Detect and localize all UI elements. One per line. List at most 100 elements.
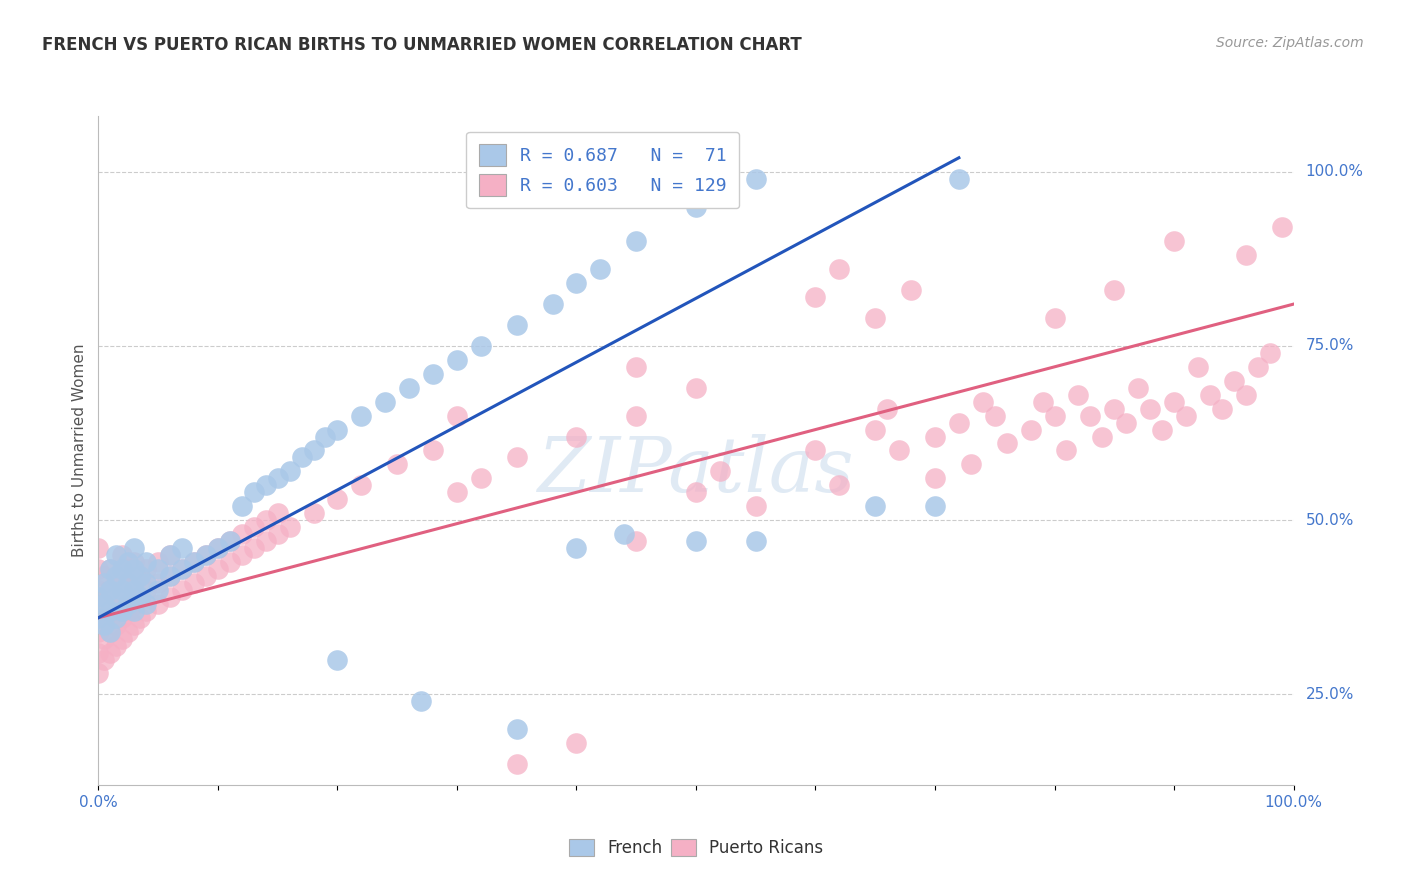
Point bbox=[1198, 387, 1220, 401]
Point bbox=[117, 597, 139, 611]
Point bbox=[93, 590, 115, 604]
Point bbox=[159, 548, 181, 562]
Point bbox=[194, 548, 217, 562]
Point bbox=[129, 569, 152, 583]
Point bbox=[87, 562, 110, 576]
Point bbox=[117, 575, 139, 590]
Point bbox=[98, 624, 122, 639]
Point bbox=[105, 611, 128, 625]
Point bbox=[1115, 416, 1137, 430]
Point bbox=[983, 409, 1005, 423]
Point bbox=[87, 590, 110, 604]
Point bbox=[87, 646, 110, 660]
Point bbox=[93, 611, 115, 625]
Point bbox=[446, 409, 468, 423]
Point bbox=[350, 409, 373, 423]
Point bbox=[117, 624, 139, 639]
Point bbox=[1091, 429, 1114, 443]
Point bbox=[315, 429, 337, 443]
Point bbox=[613, 527, 636, 541]
Point bbox=[172, 562, 194, 576]
Point bbox=[98, 562, 122, 576]
Point bbox=[709, 464, 731, 478]
Point bbox=[219, 534, 242, 549]
Legend: French, Puerto Ricans: French, Puerto Ricans bbox=[562, 832, 830, 863]
Point bbox=[948, 171, 970, 186]
Text: FRENCH VS PUERTO RICAN BIRTHS TO UNMARRIED WOMEN CORRELATION CHART: FRENCH VS PUERTO RICAN BIRTHS TO UNMARRI… bbox=[42, 36, 801, 54]
Point bbox=[1043, 409, 1066, 423]
Point bbox=[148, 555, 170, 569]
Point bbox=[129, 590, 152, 604]
Point bbox=[124, 604, 146, 618]
Point bbox=[231, 548, 253, 562]
Point bbox=[422, 443, 444, 458]
Point bbox=[685, 381, 707, 395]
Point bbox=[117, 555, 139, 569]
Point bbox=[995, 436, 1018, 450]
Point bbox=[105, 590, 128, 604]
Point bbox=[194, 548, 217, 562]
Point bbox=[105, 575, 128, 590]
Point bbox=[254, 513, 277, 527]
Point bbox=[624, 359, 647, 374]
Point bbox=[129, 611, 152, 625]
Point bbox=[1019, 423, 1042, 437]
Point bbox=[129, 590, 152, 604]
Point bbox=[267, 471, 290, 485]
Point bbox=[98, 646, 122, 660]
Point bbox=[411, 694, 433, 708]
Point bbox=[93, 569, 115, 583]
Point bbox=[172, 582, 194, 597]
Point bbox=[219, 534, 242, 549]
Point bbox=[124, 582, 146, 597]
Point bbox=[624, 409, 647, 423]
Point bbox=[959, 458, 981, 472]
Point bbox=[124, 575, 146, 590]
Point bbox=[148, 562, 170, 576]
Point bbox=[1067, 387, 1090, 401]
Point bbox=[135, 604, 157, 618]
Point bbox=[828, 262, 851, 277]
Point bbox=[117, 582, 139, 597]
Point bbox=[541, 297, 564, 311]
Point bbox=[159, 590, 181, 604]
Text: 50.0%: 50.0% bbox=[1305, 513, 1354, 528]
Point bbox=[565, 429, 588, 443]
Point bbox=[374, 394, 396, 409]
Point bbox=[124, 562, 146, 576]
Point bbox=[93, 617, 115, 632]
Point bbox=[87, 624, 110, 639]
Point bbox=[1222, 374, 1246, 388]
Point bbox=[326, 492, 349, 507]
Point bbox=[1271, 220, 1294, 235]
Point bbox=[863, 500, 886, 514]
Point bbox=[183, 555, 205, 569]
Point bbox=[124, 617, 146, 632]
Point bbox=[135, 597, 157, 611]
Point bbox=[685, 200, 707, 214]
Point bbox=[111, 632, 134, 646]
Point bbox=[87, 582, 110, 597]
Point bbox=[1080, 409, 1102, 423]
Point bbox=[1175, 409, 1198, 423]
Point bbox=[1258, 346, 1281, 360]
Point bbox=[948, 416, 970, 430]
Point bbox=[624, 235, 647, 249]
Point bbox=[231, 527, 253, 541]
Point bbox=[1211, 401, 1233, 416]
Point bbox=[135, 582, 157, 597]
Point bbox=[398, 381, 420, 395]
Point bbox=[446, 352, 468, 367]
Point bbox=[243, 520, 266, 534]
Text: Source: ZipAtlas.com: Source: ZipAtlas.com bbox=[1216, 36, 1364, 50]
Point bbox=[98, 582, 122, 597]
Point bbox=[111, 548, 134, 562]
Point bbox=[87, 666, 110, 681]
Point bbox=[1102, 401, 1125, 416]
Point bbox=[278, 520, 301, 534]
Point bbox=[924, 500, 946, 514]
Point bbox=[385, 458, 409, 472]
Text: 75.0%: 75.0% bbox=[1305, 338, 1354, 353]
Y-axis label: Births to Unmarried Women: Births to Unmarried Women bbox=[72, 343, 87, 558]
Point bbox=[124, 541, 146, 555]
